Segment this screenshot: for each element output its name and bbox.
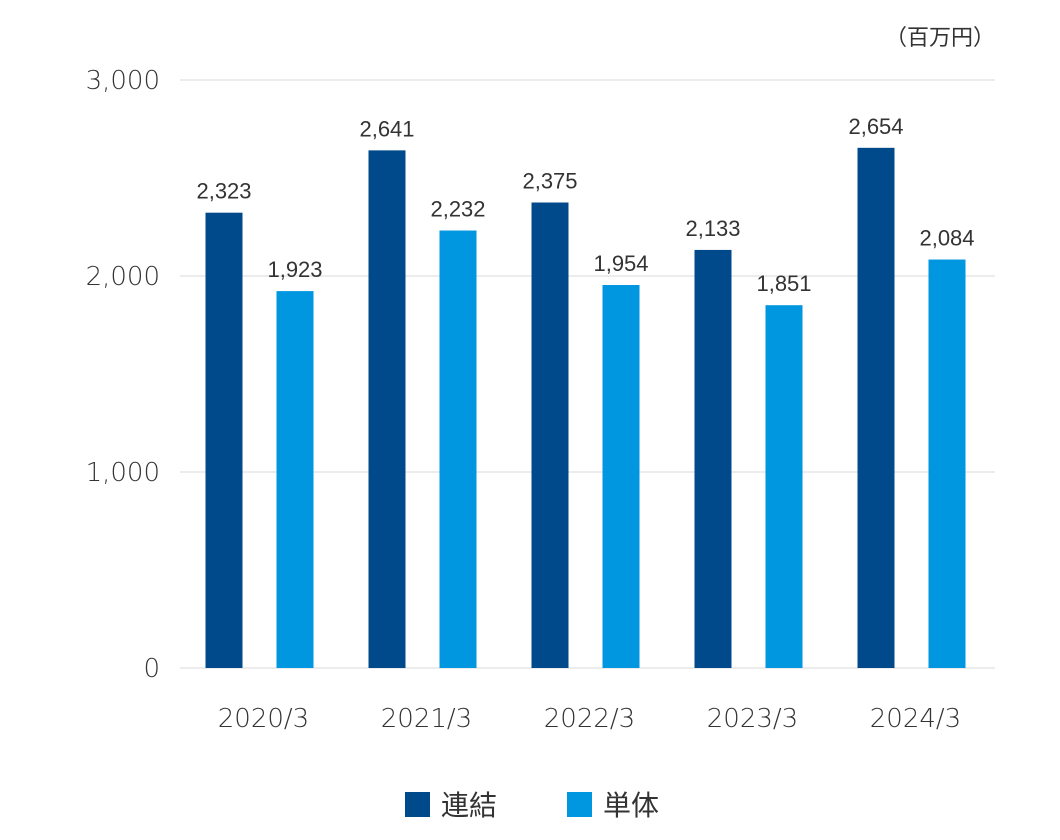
y-axis: 0 1,000 2,000 3,000 [86, 66, 160, 684]
bar-consolidated [205, 212, 243, 668]
x-tick-label: 2022/3 [544, 704, 635, 734]
bar-standalone [439, 230, 477, 668]
x-axis: 2020/3 2021/3 2022/3 2023/3 2024/3 [218, 704, 961, 734]
y-tick-label: 2,000 [86, 262, 160, 292]
y-tick-label: 1,000 [86, 458, 160, 488]
legend-swatch [405, 792, 430, 817]
bar-standalone [276, 291, 314, 668]
legend-swatch [567, 792, 592, 817]
legend-label: 連結 [441, 789, 497, 822]
bar-standalone [928, 259, 966, 668]
data-label: 2,232 [430, 197, 485, 222]
bar-standalone [602, 285, 640, 668]
bar-consolidated [857, 147, 895, 669]
y-tick-label: 3,000 [86, 66, 160, 96]
x-tick-label: 2023/3 [707, 704, 798, 734]
data-label: 2,133 [685, 216, 740, 241]
x-tick-label: 2021/3 [381, 704, 472, 734]
x-tick-label: 2024/3 [870, 704, 961, 734]
bar-standalone [765, 305, 803, 668]
data-label: 1,851 [756, 271, 811, 296]
data-label: 1,954 [593, 251, 648, 276]
data-label: 2,375 [522, 169, 577, 194]
bars: 2,323 1,923 2,641 2,232 2,375 1,954 2,133 1,851… [196, 114, 975, 669]
data-label: 2,654 [848, 114, 903, 139]
data-label: 2,641 [359, 116, 414, 141]
legend: 連結 単体 [405, 789, 659, 822]
data-label: 2,084 [919, 226, 974, 251]
data-label: 2,323 [196, 179, 251, 204]
x-tick-label: 2020/3 [218, 704, 309, 734]
bar-consolidated [694, 249, 732, 668]
y-tick-label: 0 [143, 654, 160, 684]
legend-label: 単体 [603, 789, 659, 822]
data-label: 1,923 [267, 257, 322, 282]
unit-label: （百万円） [885, 26, 995, 51]
bar-consolidated [368, 150, 406, 668]
bar-consolidated [531, 202, 569, 668]
